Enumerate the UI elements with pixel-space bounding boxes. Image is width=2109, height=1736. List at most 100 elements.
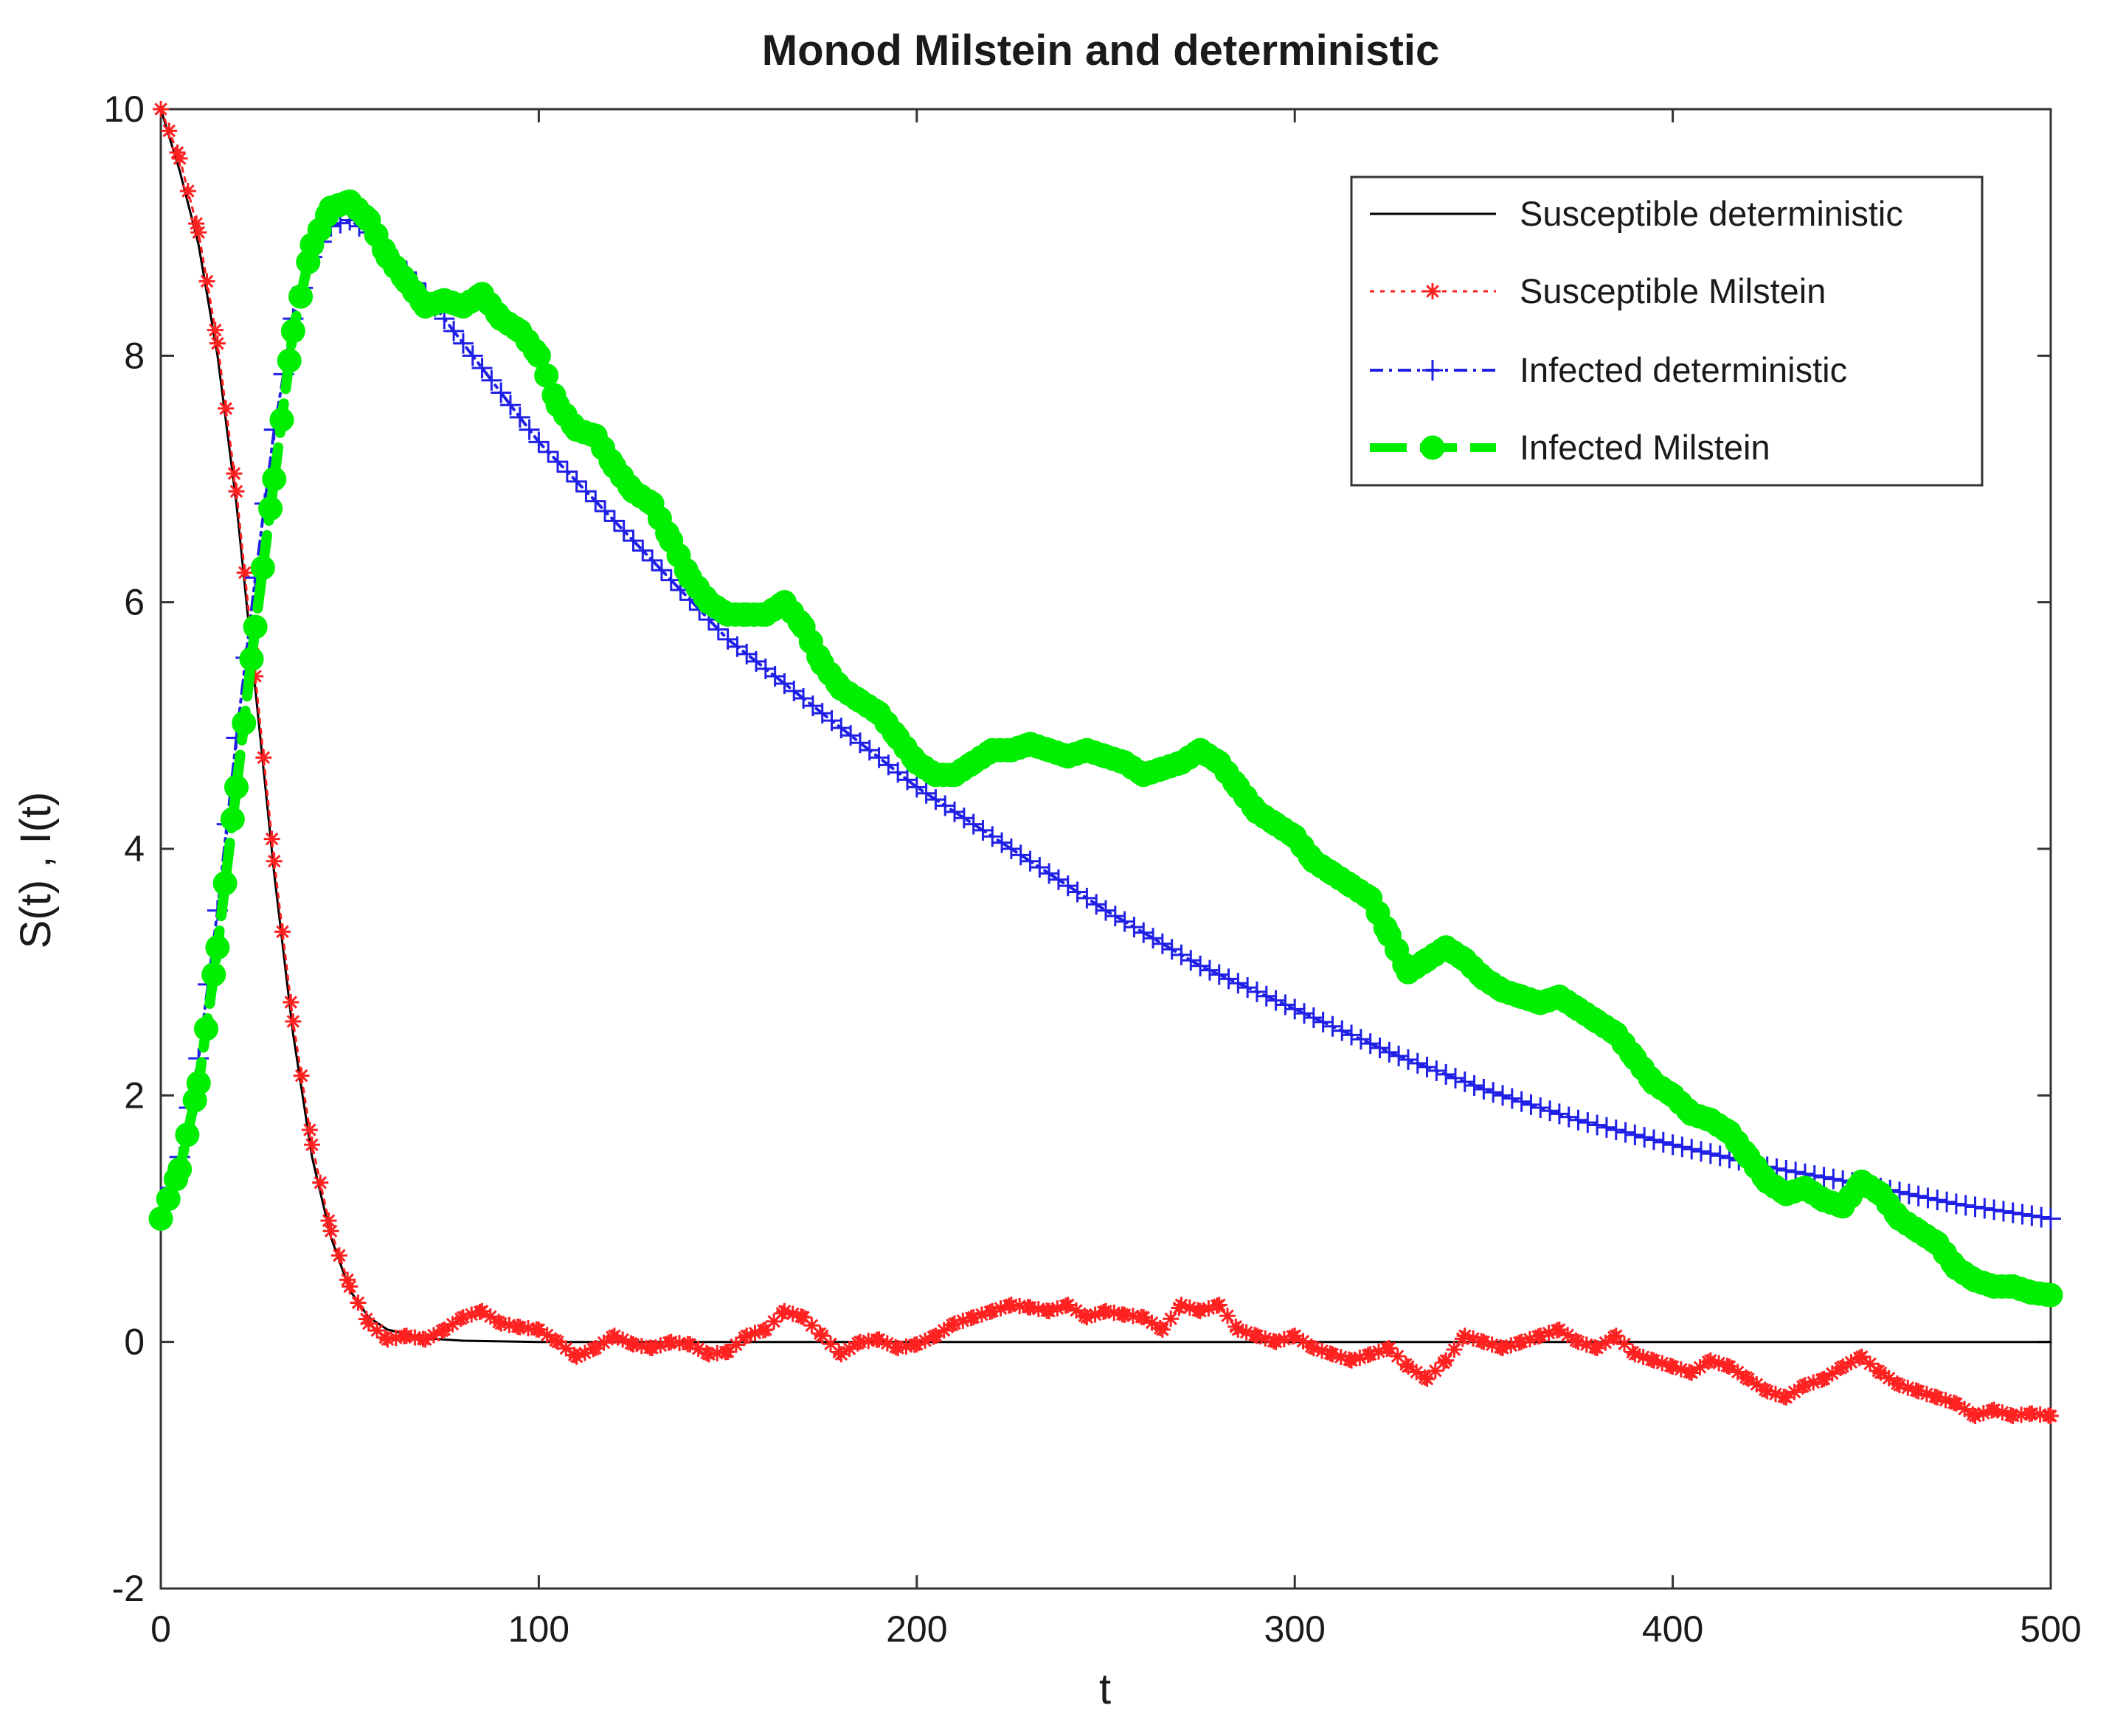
data-point [301,1122,318,1139]
data-point [2038,1282,2063,1308]
data-point [452,333,474,354]
data-point [1729,1364,1746,1381]
data-point [1615,1122,1636,1143]
data-point [1558,1106,1579,1128]
data-point [1605,1119,1627,1141]
data-point [1360,1033,1381,1055]
data-point [1161,939,1182,960]
data-point [1691,1359,1708,1376]
data-point [1399,1358,1416,1375]
data-point [1577,1112,1599,1133]
data-point [556,461,578,482]
x-tick-label: 200 [886,1608,947,1650]
data-point [1322,1015,1343,1037]
data-point [274,923,291,940]
data-point [1683,1364,1700,1381]
data-point [443,320,465,341]
data-point [218,400,235,417]
data-point [1872,1364,1889,1381]
data-point [330,1247,347,1264]
data-point [481,369,502,391]
data-point [1927,1190,1948,1211]
data-point [1426,1060,1447,1081]
data-point [1778,1389,1795,1406]
data-point [1350,1029,1371,1050]
data-point [277,348,302,373]
data-point [603,510,625,532]
data-point [1813,1167,1835,1188]
legend-marker [1422,360,1443,381]
data-point [1917,1187,1939,1209]
data-point [927,1327,944,1344]
legend-item: Infected deterministic [1370,350,1847,389]
data-point [198,273,215,290]
data-point [1407,1052,1428,1074]
data-point [2043,1407,2059,1424]
data-point [239,647,264,672]
data-point [499,395,521,416]
data-point [1265,990,1286,1011]
data-point [1815,1370,1832,1387]
x-tick-label: 0 [150,1608,171,1650]
data-point [1256,985,1277,1007]
data-point [175,1122,200,1148]
y-tick-label: 8 [124,335,145,376]
y-tick-label: 10 [103,88,145,130]
data-point [1681,1139,1703,1160]
data-point [841,1341,858,1358]
data-point [1889,1181,1911,1203]
data-point [322,1223,339,1240]
data-point [1303,1007,1324,1029]
data-point [1135,1309,1152,1326]
data-point [660,569,682,591]
x-tick-label: 500 [2020,1608,2081,1650]
data-point [1992,1201,2014,1222]
y-tick-label: 0 [124,1322,145,1363]
data-point [1154,1321,1171,1338]
data-point [1199,959,1220,981]
data-point [1955,1195,1976,1216]
data-point [1208,964,1230,985]
series-2 [153,101,2059,1424]
data-point [1438,1352,1455,1369]
data-point [1095,900,1116,921]
data-point [1672,1136,1693,1158]
data-point [491,382,512,403]
data-point [205,935,230,960]
data-point [1908,1185,1929,1206]
data-point [1180,950,1202,971]
legend-item: Susceptible deterministic [1370,194,1903,233]
legend: Susceptible deterministic Susceptible Mil… [1350,176,1984,487]
data-point [1898,1184,1919,1205]
data-point [224,774,249,799]
data-point [161,122,178,139]
data-point [1776,1159,1797,1181]
data-point [207,322,224,338]
data-point [190,224,207,241]
data-point [1219,1308,1236,1324]
data-point [1163,1310,1180,1327]
data-point [1551,1321,1568,1338]
data-point [1464,1074,1485,1096]
data-point [171,150,188,167]
data-point [283,993,299,1010]
data-point [1104,906,1126,927]
data-point [519,419,540,440]
series-4 [148,189,2063,1308]
data-point [263,830,280,847]
data-point [1709,1145,1731,1167]
data-point [575,481,597,502]
data-point [1114,911,1135,932]
legend-label: Susceptible Milstein [1520,271,1826,310]
data-point [201,962,226,987]
data-point [1540,1100,1561,1122]
data-point [1331,1020,1353,1041]
data-point [547,451,569,473]
data-point [1501,1088,1523,1109]
y-tick-label: 6 [124,582,145,623]
data-point [188,215,205,232]
data-point [1662,1134,1683,1156]
data-point [1171,944,1192,965]
y-tick-label: -2 [112,1568,145,1609]
